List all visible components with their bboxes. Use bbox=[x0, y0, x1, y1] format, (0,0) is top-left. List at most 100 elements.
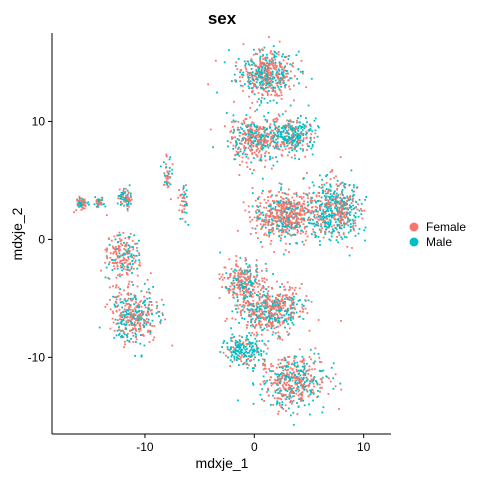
female-point bbox=[143, 325, 146, 327]
female-point bbox=[84, 205, 87, 207]
y-axis-title: mdxje_2 bbox=[9, 207, 25, 260]
female-point bbox=[252, 86, 254, 89]
female-point bbox=[291, 301, 293, 304]
male-point bbox=[309, 348, 312, 351]
male-point bbox=[185, 211, 188, 214]
male-point bbox=[280, 132, 283, 135]
male-point bbox=[249, 284, 252, 287]
female-point bbox=[261, 192, 263, 195]
female-point bbox=[273, 381, 275, 384]
female-point bbox=[289, 202, 292, 205]
male-point bbox=[230, 351, 233, 354]
male-point bbox=[246, 126, 248, 128]
male-point bbox=[276, 70, 279, 73]
male-point bbox=[309, 389, 312, 392]
male-point bbox=[315, 210, 318, 213]
female-point bbox=[280, 237, 282, 240]
female-point bbox=[351, 247, 353, 249]
male-point bbox=[123, 253, 126, 256]
male-point bbox=[282, 223, 284, 226]
female-point bbox=[265, 299, 268, 302]
female-point bbox=[261, 323, 263, 326]
male-point bbox=[271, 314, 273, 317]
male-point bbox=[306, 201, 309, 204]
female-point bbox=[249, 276, 251, 279]
female-point bbox=[275, 194, 277, 197]
male-point bbox=[240, 351, 242, 353]
female-point bbox=[119, 260, 122, 262]
male-point bbox=[263, 310, 266, 313]
female-point bbox=[284, 294, 286, 297]
female-point bbox=[128, 280, 131, 283]
male-point bbox=[252, 305, 255, 307]
female-point bbox=[311, 389, 314, 391]
female-point bbox=[286, 62, 288, 65]
female-point bbox=[320, 231, 322, 233]
female-point bbox=[276, 293, 279, 296]
male-point bbox=[221, 346, 223, 348]
male-point bbox=[237, 351, 240, 353]
male-point bbox=[297, 137, 300, 140]
female-point bbox=[282, 207, 285, 209]
female-point bbox=[78, 195, 81, 198]
female-point bbox=[236, 304, 239, 307]
female-point bbox=[118, 237, 121, 240]
female-point bbox=[220, 276, 223, 279]
male-point bbox=[276, 313, 279, 316]
male-point bbox=[307, 204, 310, 206]
female-point bbox=[263, 64, 265, 67]
female-point bbox=[283, 217, 286, 220]
male-point bbox=[237, 343, 239, 346]
male-point bbox=[257, 216, 260, 219]
female-point bbox=[296, 383, 298, 386]
male-point bbox=[295, 366, 298, 368]
male-point bbox=[120, 320, 123, 323]
female-point bbox=[111, 262, 114, 264]
female-point bbox=[251, 354, 254, 357]
male-point bbox=[286, 361, 289, 364]
male-point bbox=[121, 301, 124, 303]
female-point bbox=[293, 395, 295, 397]
male-point bbox=[325, 221, 327, 224]
female-point bbox=[124, 187, 127, 190]
male-point bbox=[256, 274, 259, 277]
male-point bbox=[245, 286, 247, 289]
female-point bbox=[165, 153, 168, 156]
male-point bbox=[295, 355, 297, 358]
male-point bbox=[304, 372, 307, 375]
male-point bbox=[312, 399, 314, 402]
female-point bbox=[302, 308, 305, 311]
male-point bbox=[350, 169, 353, 172]
male-point bbox=[300, 115, 302, 117]
male-point bbox=[258, 210, 260, 213]
male-point bbox=[137, 319, 139, 322]
female-point bbox=[239, 358, 242, 360]
female-point bbox=[301, 197, 303, 200]
female-point bbox=[233, 282, 236, 285]
female-point bbox=[327, 199, 330, 202]
female-point bbox=[329, 184, 332, 187]
male-point bbox=[349, 230, 352, 232]
male-point bbox=[230, 339, 232, 342]
female-point bbox=[289, 401, 291, 404]
female-point bbox=[360, 208, 362, 210]
female-point bbox=[105, 214, 108, 216]
female-point bbox=[284, 207, 287, 210]
female-point bbox=[281, 372, 284, 375]
female-point bbox=[319, 200, 322, 203]
male-point bbox=[238, 345, 241, 348]
male-point bbox=[290, 202, 293, 205]
point-layer bbox=[73, 36, 368, 426]
female-point bbox=[244, 66, 247, 69]
female-point bbox=[236, 229, 239, 232]
male-point bbox=[262, 54, 264, 56]
male-point bbox=[223, 61, 226, 64]
male-point bbox=[286, 211, 288, 214]
male-point bbox=[144, 304, 146, 306]
female-point bbox=[297, 230, 299, 233]
female-point bbox=[126, 241, 128, 244]
male-point bbox=[245, 114, 248, 116]
male-point bbox=[247, 60, 250, 63]
male-point bbox=[117, 195, 120, 197]
male-point bbox=[256, 306, 259, 308]
